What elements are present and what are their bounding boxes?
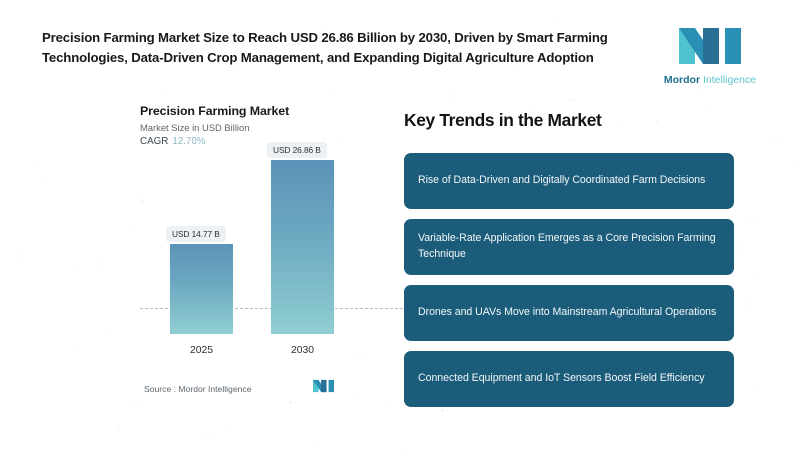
trend-card[interactable]: Drones and UAVs Move into Mainstream Agr…: [404, 285, 734, 341]
trend-card-text: Rise of Data-Driven and Digitally Coordi…: [418, 174, 706, 187]
trend-card-text: Drones and UAVs Move into Mainstream Agr…: [418, 306, 717, 319]
trend-card[interactable]: Rise of Data-Driven and Digitally Coordi…: [404, 153, 734, 209]
bar-value-label-2025: USD 14.77 B: [166, 226, 226, 242]
brand-wordmark: Mordor Intelligence: [664, 75, 756, 86]
mordor-m-logo-icon: [313, 379, 335, 398]
trend-card[interactable]: Variable-Rate Application Emerges as a C…: [404, 219, 734, 275]
key-trends-panel: Key Trends in the Market Rise of Data-Dr…: [404, 110, 734, 417]
chart-source-text: Source : Mordor Intelligence: [144, 383, 252, 394]
chart-panel: Precision Farming Market Market Size in …: [140, 104, 408, 404]
chart-subtitle: Market Size in USD Billion: [140, 122, 250, 133]
x-axis-label-2030: 2030: [290, 345, 315, 356]
chart-title: Precision Farming Market: [140, 104, 290, 118]
brand-logo: Mordor Intelligence: [662, 26, 758, 86]
cagr-value: 12.70%: [172, 136, 206, 147]
key-trends-heading: Key Trends in the Market: [404, 110, 602, 130]
page-title: Precision Farming Market Size to Reach U…: [42, 29, 608, 65]
brand-wordmark-bold: Mordor: [663, 74, 701, 86]
bar-chart-plot-area: USD 14.77 B USD 26.86 B 2025 2030: [140, 142, 408, 360]
trend-card-text: Variable-Rate Application Emerges as a C…: [418, 232, 716, 260]
chart-source-row: Source : Mordor Intelligence: [144, 379, 394, 398]
trend-card[interactable]: Connected Equipment and IoT Sensors Boos…: [404, 351, 734, 407]
x-axis-label-2025: 2025: [189, 345, 214, 356]
cagr-label: CAGR: [140, 136, 169, 147]
bar-value-label-2030: USD 26.86 B: [267, 142, 327, 158]
header: Precision Farming Market Size to Reach U…: [0, 0, 800, 96]
bar-2025[interactable]: [170, 244, 233, 334]
trend-card-text: Connected Equipment and IoT Sensors Boos…: [418, 372, 705, 385]
mordor-m-logo-icon: [679, 26, 741, 71]
cagr-row: CAGR 12.70%: [140, 136, 390, 147]
bar-2030[interactable]: [271, 160, 334, 334]
brand-wordmark-light: Intelligence: [700, 74, 757, 86]
